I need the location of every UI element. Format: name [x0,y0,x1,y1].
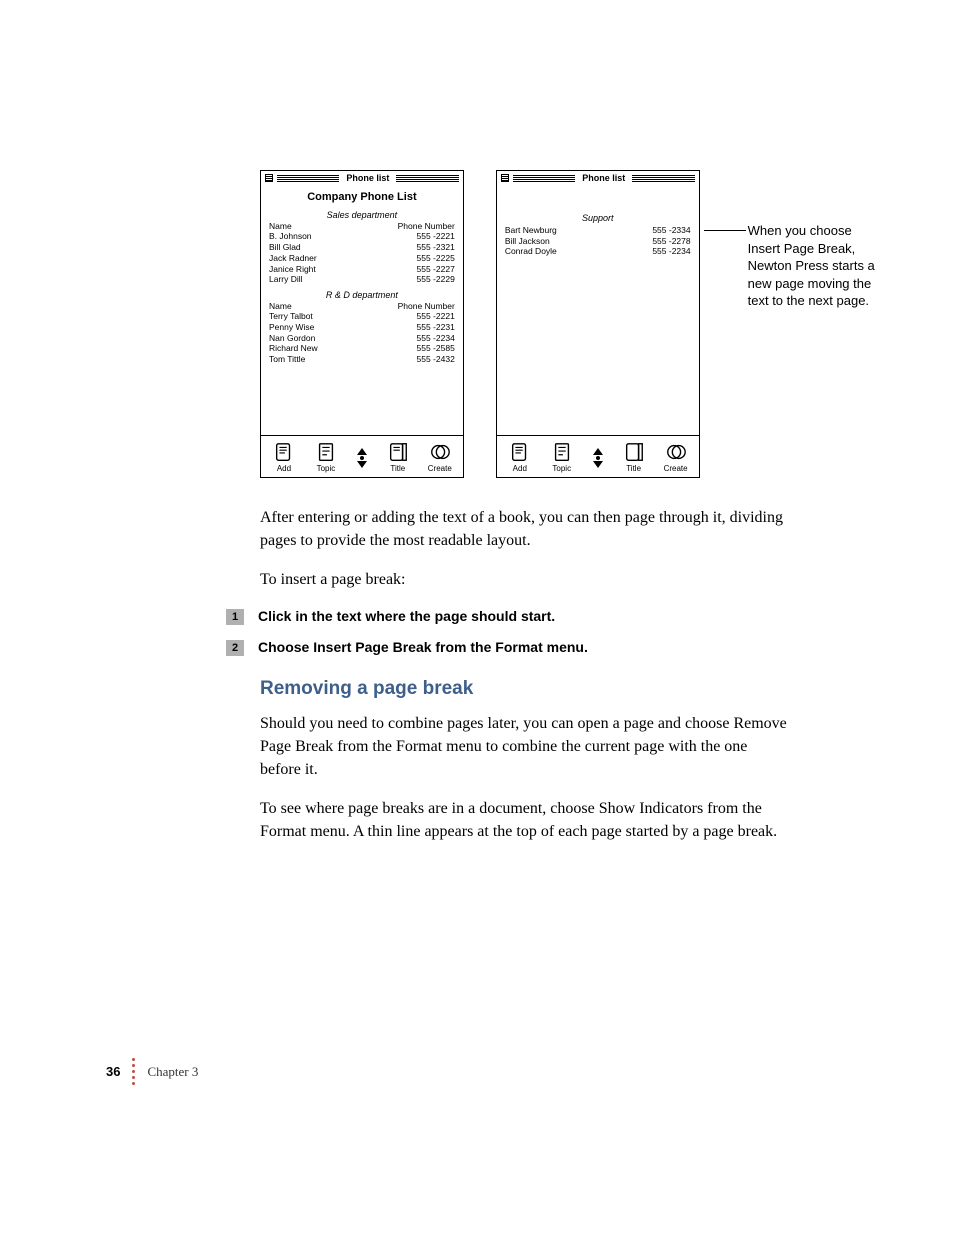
toolbar-label: Title [626,464,641,473]
add-icon [273,441,295,463]
page-number: 36 [106,1064,120,1079]
window-title: Phone list [579,173,628,183]
step-number: 1 [226,609,244,625]
screenshot-row: Phone list Company Phone List Sales depa… [260,170,880,478]
toolbar-label: Title [390,464,405,473]
create-button[interactable]: Create [425,441,455,473]
create-icon [429,441,451,463]
dot-icon [596,456,600,460]
table-row: Bill Glad555 -2321 [269,243,455,254]
screenshot-left: Phone list Company Phone List Sales depa… [260,170,464,478]
toolbar: Add Topic Title Create [497,435,699,477]
document-body: Support Bart Newburg555 -2334 Bill Jacks… [497,185,699,435]
table-row: Larry Dill555 -2229 [269,275,455,286]
window-title: Phone list [343,173,392,183]
arrow-down-icon[interactable] [357,461,367,468]
table-row: Bart Newburg555 -2334 [505,225,691,236]
toolbar-label: Add [277,464,291,473]
paragraph: To see where page breaks are in a docume… [260,797,790,843]
title-icon [387,441,409,463]
step-text: Choose Insert Page Break from the Format… [258,639,588,656]
section-title: Support [505,213,691,223]
table-row: Tom Tittle555 -2432 [269,355,455,366]
table-row: Terry Talbot555 -2221 [269,312,455,323]
table-row: Jack Radner555 -2225 [269,253,455,264]
table-row: B. Johnson555 -2221 [269,232,455,243]
arrow-up-icon[interactable] [357,448,367,455]
paragraph: Should you need to combine pages later, … [260,712,790,782]
body-text: After entering or adding the text of a b… [260,506,880,844]
table-row: Janice Right555 -2227 [269,264,455,275]
toolbar-label: Topic [317,464,336,473]
table-row: Nan Gordon555 -2234 [269,333,455,344]
page-spinner[interactable] [589,448,607,468]
topic-button[interactable]: Topic [311,441,341,473]
topic-icon [315,441,337,463]
arrow-up-icon[interactable] [593,448,603,455]
add-button[interactable]: Add [505,441,535,473]
close-icon[interactable] [501,174,509,182]
add-button[interactable]: Add [269,441,299,473]
title-icon [623,441,645,463]
callout-leader-line [704,230,746,231]
titlebar-stripes [632,174,694,182]
titlebar-stripes [396,174,458,182]
dot-icon [360,456,364,460]
step: 1 Click in the text where the page shoul… [260,608,880,625]
toolbar-label: Add [513,464,527,473]
section-title: Sales department [269,210,455,220]
toolbar-label: Create [664,464,688,473]
topic-button[interactable]: Topic [547,441,577,473]
titlebar-stripes [277,174,339,182]
window-titlebar: Phone list [497,171,699,185]
table-row: Richard New555 -2585 [269,344,455,355]
paragraph: To insert a page break: [260,568,790,591]
create-button[interactable]: Create [661,441,691,473]
table-row: Conrad Doyle555 -2234 [505,247,691,258]
section-title: R & D department [269,290,455,300]
title-button[interactable]: Title [619,441,649,473]
chapter-label: Chapter 3 [147,1064,198,1080]
document-body: Company Phone List Sales department Name… [261,185,463,435]
screenshot-right: Phone list Support Bart Newburg555 -2334… [496,170,700,478]
section-heading: Removing a page break [260,678,880,700]
close-icon[interactable] [265,174,273,182]
window-titlebar: Phone list [261,171,463,185]
titlebar-stripes [513,174,575,182]
toolbar-label: Topic [552,464,571,473]
callout-text: When you choose Insert Page Break, Newto… [748,222,878,310]
toolbar-label: Create [428,464,452,473]
toolbar: Add Topic Title Create [261,435,463,477]
step: 2 Choose Insert Page Break from the Form… [260,639,880,656]
page-spinner[interactable] [353,448,371,468]
table-row: Bill Jackson555 -2278 [505,236,691,247]
title-button[interactable]: Title [383,441,413,473]
footer-dots-icon [132,1058,135,1085]
arrow-down-icon[interactable] [593,461,603,468]
document-title: Company Phone List [269,191,455,204]
page-footer: 36 Chapter 3 [106,1058,198,1085]
step-number: 2 [226,640,244,656]
create-icon [665,441,687,463]
topic-icon [551,441,573,463]
step-list: 1 Click in the text where the page shoul… [260,608,880,656]
step-text: Click in the text where the page should … [258,608,555,625]
paragraph: After entering or adding the text of a b… [260,506,790,552]
table-row: Penny Wise555 -2231 [269,322,455,333]
add-icon [509,441,531,463]
